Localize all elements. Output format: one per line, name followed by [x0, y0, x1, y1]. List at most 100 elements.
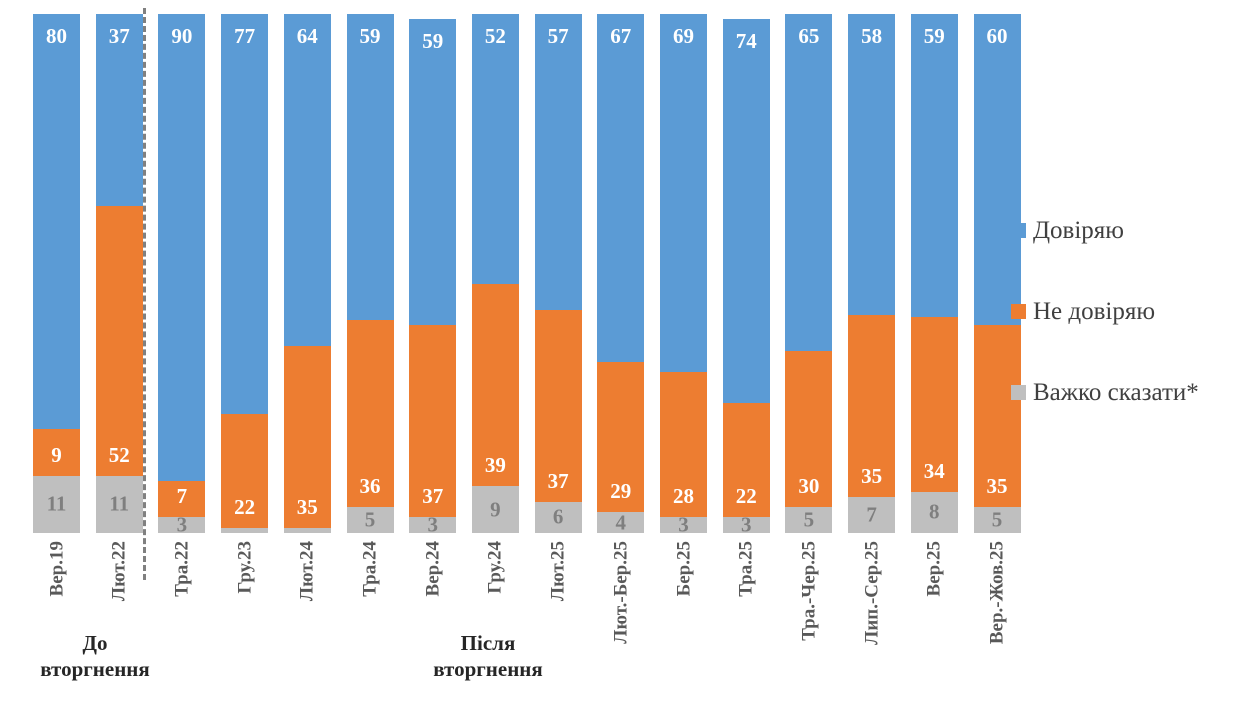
bar-segment-hard-to-say: 11 — [95, 475, 143, 533]
bar-segment-distrust: 9 — [33, 429, 80, 476]
x-axis-label-Лют.24: Лют.24 — [284, 541, 331, 631]
bar-Лют.22[interactable]: 37 52 11 — [95, 14, 143, 533]
bar-value-label: 6 — [552, 504, 564, 529]
bar-segment-hard-to-say: 6 — [534, 501, 582, 533]
x-axis-label-text: Тра.24 — [359, 541, 381, 597]
bar-value-label: 9 — [51, 442, 62, 467]
x-axis-label-Вер.24: Вер.24 — [409, 541, 456, 631]
bar-value-label: 30 — [798, 474, 820, 499]
bar-segment-distrust: 22 — [722, 403, 770, 518]
bar-segment-trust: 52 — [471, 14, 519, 284]
legend-swatch-icon — [1011, 385, 1026, 400]
bar-value-label: 3 — [740, 512, 752, 537]
x-axis-label-Тра.-Чер.25: Тра.-Чер.25 — [785, 541, 832, 641]
bar-segment-distrust: 36 — [346, 320, 394, 508]
bar-value-label: 77 — [234, 24, 256, 49]
x-axis-label-text: Лют.22 — [108, 541, 130, 602]
bar-segment-hard-to-say: 1 — [221, 527, 269, 533]
bar-value-label: 3 — [176, 512, 188, 537]
x-axis-label-text: Гру.23 — [234, 541, 256, 594]
bar-segment-hard-to-say: 5 — [346, 507, 394, 533]
bar-value-label: 36 — [359, 474, 381, 499]
x-axis-label-text: Тра.-Чер.25 — [798, 541, 820, 641]
x-axis-label-text: Лют.24 — [296, 541, 318, 602]
bar-value-label: 58 — [861, 24, 883, 49]
x-axis-label-Тра.25: Тра.25 — [723, 541, 770, 631]
bar-segment-distrust: 35 — [848, 315, 896, 497]
bar-value-label: 9 — [490, 497, 501, 522]
bar-Тра.-Чер.25[interactable]: 65 30 5 — [785, 14, 833, 533]
bar-segment-trust: 59 — [409, 19, 457, 326]
x-axis-label-Вер.25: Вер.25 — [911, 541, 958, 631]
x-axis-label-Тра.22: Тра.22 — [158, 541, 205, 631]
x-axis-label-text: Вер.19 — [46, 541, 67, 597]
bar-value-label: 90 — [171, 24, 193, 49]
bar-value-label: 7 — [866, 502, 877, 527]
legend-swatch-icon — [1011, 223, 1026, 238]
bar-Бер.25[interactable]: 69 28 3 — [660, 14, 707, 535]
bar-value-label: 69 — [673, 24, 694, 49]
bar-Вер.25[interactable]: 59 34 8 — [910, 13, 958, 533]
x-axis-label-text: Бер.25 — [673, 541, 694, 597]
bar-segment-trust: 57 — [534, 14, 582, 310]
bar-segment-distrust: 37 — [534, 309, 582, 502]
group-caption-after-line2: вторгнення — [433, 657, 543, 682]
bar-value-label: 35 — [861, 463, 883, 488]
bar-Тра.24[interactable]: 59 36 5 — [346, 14, 394, 533]
bar-segment-trust: 59 — [910, 13, 958, 318]
bar-segment-distrust: 29 — [597, 361, 645, 513]
bar-value-label: 35 — [296, 494, 318, 519]
group-caption-after-invasion: Після вторгнення — [392, 630, 584, 683]
bar-value-label: 37 — [422, 484, 444, 509]
bar-segment-distrust: 37 — [409, 325, 457, 518]
legend-item-0[interactable]: Довіряю — [1011, 190, 1245, 271]
bar-Лют.25[interactable]: 57 37 6 — [534, 14, 582, 533]
bar-value-label: 67 — [610, 24, 632, 49]
chart-legend: Довіряю Не довіряю Важко сказати* — [1011, 190, 1245, 433]
group-caption-before-line2: вторгнення — [40, 657, 150, 682]
legend-item-2[interactable]: Важко сказати* — [1011, 352, 1245, 433]
x-axis-label-Лип.-Сер.25: Лип.-Сер.25 — [848, 541, 895, 645]
bar-Лип.-Сер.25[interactable]: 58 35 7 — [848, 14, 896, 533]
bar-Гру.24[interactable]: 52 39 9 — [471, 14, 519, 533]
x-axis-label-Вер.19: Вер.19 — [33, 541, 80, 631]
bar-Вер.24[interactable]: 59 37 3 — [409, 14, 457, 535]
bar-segment-hard-to-say: 4 — [597, 512, 645, 533]
x-axis-label-text: Тра.25 — [735, 541, 757, 597]
bar-value-label: 5 — [364, 507, 376, 532]
group-caption-after-line1: Після — [460, 631, 516, 655]
bar-Лют.-Бер.25[interactable]: 67 29 4 — [597, 14, 645, 533]
bar-segment-trust: 64 — [283, 14, 331, 347]
bar-Тра.25[interactable]: 74 22 3 — [722, 14, 770, 537]
bar-segment-hard-to-say: 11 — [33, 475, 80, 533]
bar-value-label: 22 — [735, 484, 757, 509]
x-axis-label-text: Лип.-Сер.25 — [861, 541, 883, 645]
bar-segment-distrust: 34 — [910, 317, 958, 492]
x-axis-label-text: Вер.-Жов.25 — [986, 541, 1008, 645]
bar-value-label: 60 — [986, 24, 1008, 49]
bar-Вер.19[interactable]: 80 9 11 — [33, 14, 80, 533]
bar-Лют.24[interactable]: 64 35 1 — [283, 14, 331, 533]
legend-item-1[interactable]: Не довіряю — [1011, 271, 1245, 352]
x-axis-label-Лют.25: Лют.25 — [535, 541, 582, 631]
bar-segment-trust: 74 — [722, 19, 770, 404]
x-axis-label-text: Гру.24 — [484, 541, 506, 594]
bar-value-label: 52 — [484, 24, 506, 49]
bar-segment-hard-to-say: 1 — [283, 527, 331, 533]
x-axis-label-Гру.23: Гру.23 — [221, 541, 268, 631]
bar-value-label: 65 — [798, 24, 820, 49]
bar-value-label: 37 — [108, 24, 130, 49]
bar-segment-trust: 59 — [346, 14, 394, 321]
bar-segment-distrust: 22 — [221, 413, 269, 528]
bar-segment-hard-to-say: 8 — [910, 491, 958, 533]
bar-Гру.23[interactable]: 77 22 1 — [221, 14, 269, 533]
bar-Тра.22[interactable]: 90 7 3 — [158, 14, 206, 537]
x-axis-label-text: Лют.25 — [547, 541, 569, 602]
legend-swatch-icon — [1011, 304, 1026, 319]
bar-segment-hard-to-say: 3 — [158, 512, 206, 537]
x-axis-label-text: Вер.24 — [422, 541, 444, 597]
bar-segment-trust: 65 — [785, 14, 833, 352]
legend-label: Важко сказати* — [1033, 379, 1199, 406]
x-axis-label-Лют.-Бер.25: Лют.-Бер.25 — [597, 541, 644, 644]
